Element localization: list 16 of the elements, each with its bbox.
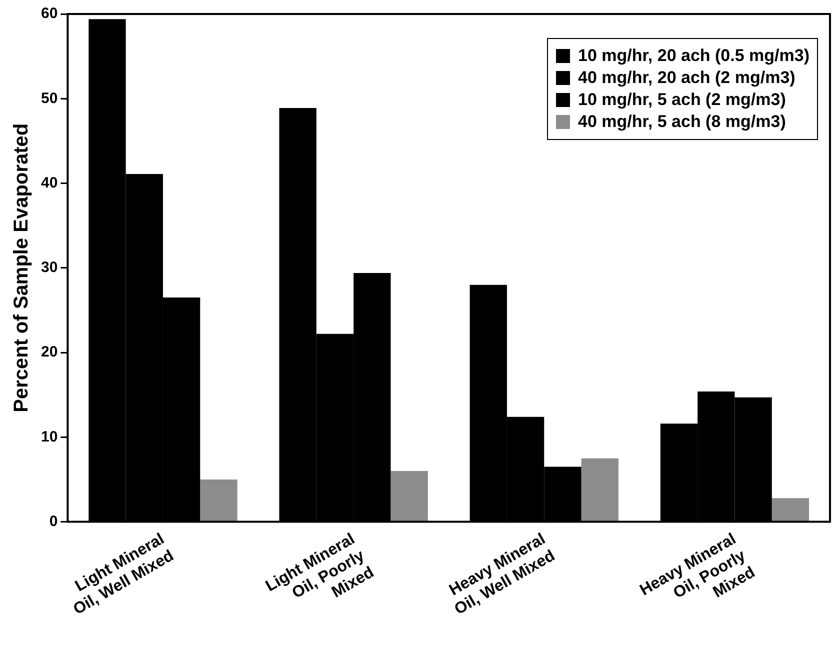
y-tick-label: 20: [40, 344, 58, 361]
legend-label: 40 mg/hr, 5 ach (8 mg/m3): [578, 111, 786, 133]
y-tick-label: 40: [40, 174, 58, 192]
y-tick-label: 10: [40, 428, 58, 446]
legend-label: 10 mg/hr, 20 ach (0.5 mg/m3): [578, 45, 810, 67]
y-tick-label: 50: [40, 90, 58, 107]
y-axis-title: Percent of Sample Evaporated: [10, 123, 33, 412]
bar: [390, 471, 428, 522]
legend-label: 40 mg/hr, 20 ach (2 mg/m3): [578, 67, 796, 89]
bar: [772, 498, 810, 522]
bar: [581, 458, 618, 522]
y-tick-label: 0: [49, 512, 58, 530]
bar: [200, 479, 238, 522]
y-tick-label: 30: [40, 259, 58, 276]
legend-label: 10 mg/hr, 5 ach (2 mg/m3): [578, 89, 786, 111]
y-tick-label: 60: [40, 5, 58, 22]
